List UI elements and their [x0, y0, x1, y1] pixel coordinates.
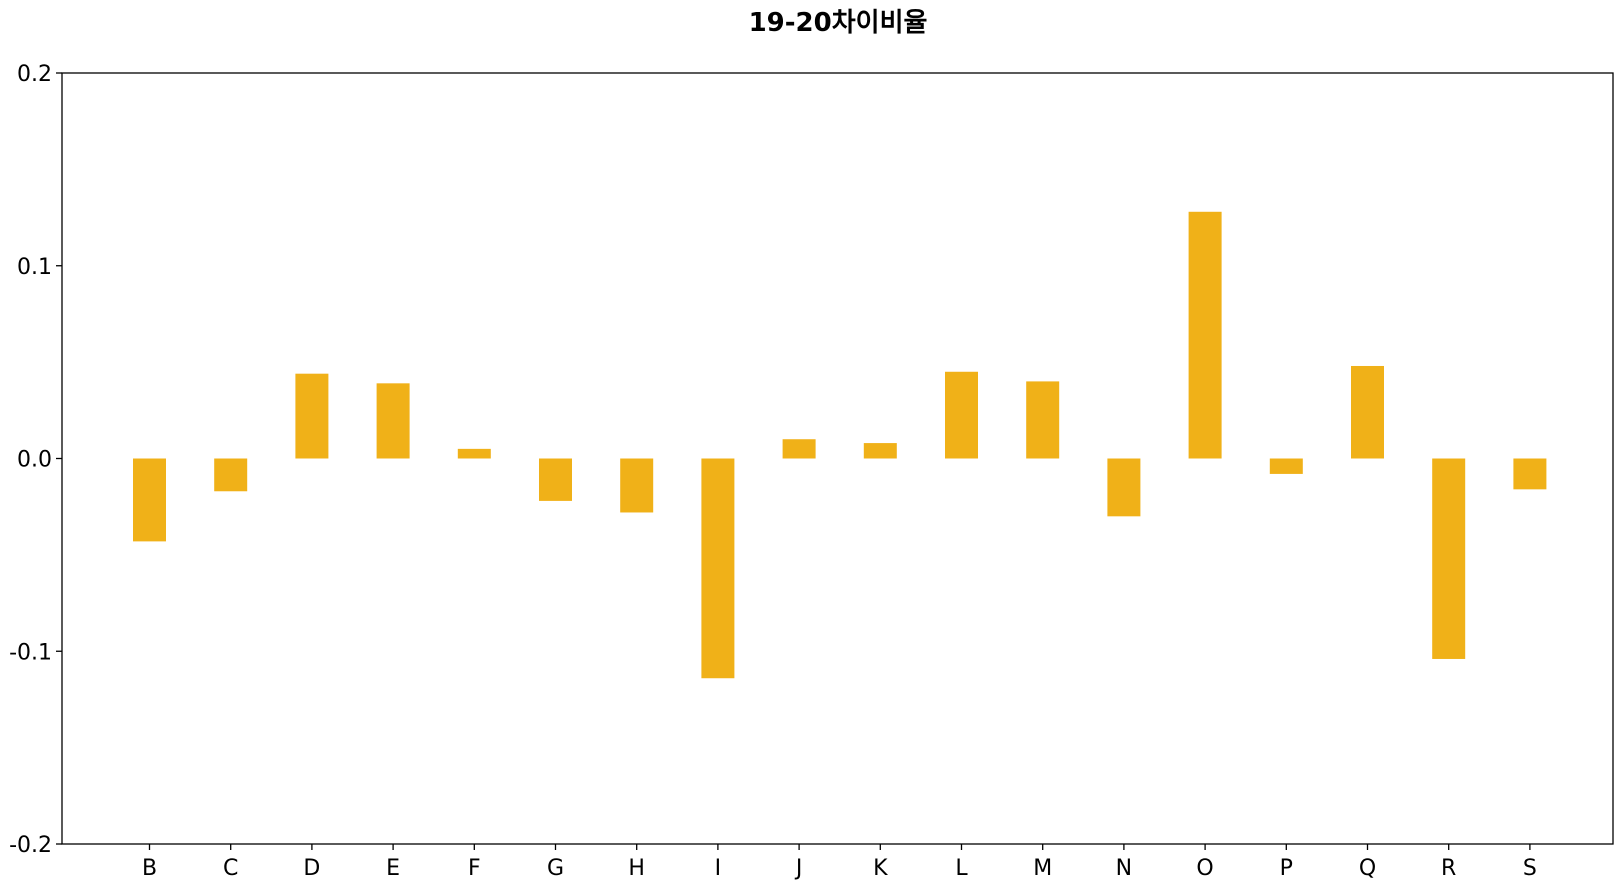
bar-H [620, 458, 654, 513]
x-tick-label: B [142, 856, 157, 881]
bar-B [133, 458, 166, 542]
x-tick-label: K [873, 856, 888, 881]
y-tick-label: 0.2 [17, 62, 52, 87]
bar-E [376, 383, 410, 459]
y-axis: -0.2 -0.1 0.0 0.1 0.2 [9, 62, 62, 858]
y-tick-label: 0.0 [17, 448, 52, 473]
x-tick-label: G [547, 856, 564, 881]
bars-group [133, 211, 1547, 679]
x-tick-label: C [223, 856, 238, 881]
bar-Q [1351, 365, 1384, 459]
x-tick-label: J [794, 856, 803, 881]
x-tick-label: D [303, 856, 320, 881]
bar-F [457, 448, 491, 459]
bar-N [1107, 458, 1141, 517]
chart-title: 19-20차이비율 [749, 8, 928, 38]
x-tick-label: F [468, 856, 481, 881]
x-tick-label: M [1033, 856, 1052, 881]
x-tick-label: Q [1359, 856, 1376, 881]
bar-J [782, 439, 816, 459]
bar-I [701, 458, 735, 679]
x-tick-label: N [1116, 856, 1132, 881]
x-tick-label: E [386, 856, 400, 881]
bar-S [1513, 458, 1547, 490]
x-tick-label: R [1441, 856, 1456, 881]
x-axis: B C D E F G H I J K L M N O P Q R S [142, 844, 1537, 881]
x-tick-label: O [1196, 856, 1213, 881]
bar-R [1432, 458, 1466, 659]
bar-D [295, 373, 329, 459]
x-tick-label: H [628, 856, 645, 881]
y-tick-label: -0.2 [9, 833, 52, 858]
bar-P [1269, 458, 1303, 474]
bar-G [539, 458, 572, 501]
y-tick-label: 0.1 [17, 255, 52, 280]
bar-K [863, 443, 897, 459]
bar-C [214, 458, 248, 492]
y-tick-label: -0.1 [9, 640, 52, 665]
bar-L [945, 371, 978, 459]
x-tick-label: P [1280, 856, 1293, 881]
bar-M [1026, 381, 1060, 459]
x-tick-label: S [1523, 856, 1537, 881]
x-tick-label: L [955, 856, 968, 881]
bar-O [1188, 211, 1222, 459]
plot-frame [61, 72, 1614, 845]
x-tick-label: I [715, 856, 722, 881]
